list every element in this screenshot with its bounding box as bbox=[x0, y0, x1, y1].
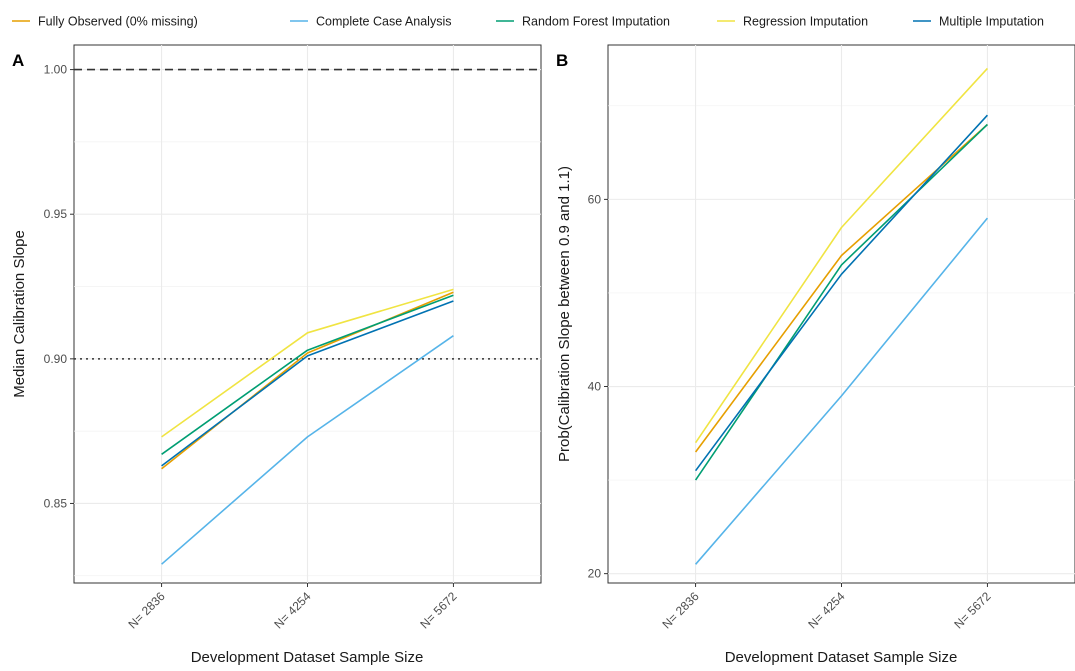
panel-b-x-tick-label: N= 2836 bbox=[659, 589, 701, 631]
legend-item-complete-case-analysis: Complete Case Analysis bbox=[290, 15, 451, 29]
legend-label-fully-observed-0-missing: Fully Observed (0% missing) bbox=[38, 15, 198, 29]
panel-b-y-axis-title: Prob(Calibration Slope between 0.9 and 1… bbox=[556, 166, 573, 462]
panel-a-series-complete-case-analysis bbox=[161, 335, 454, 565]
legend-item-fully-observed-0-missing: Fully Observed (0% missing) bbox=[12, 15, 198, 29]
panel-a-y-tick-label: 0.85 bbox=[44, 496, 68, 510]
panel-a-y-tick-label: 1.00 bbox=[44, 63, 68, 77]
panel-a-x-axis-title: Development Dataset Sample Size bbox=[191, 649, 424, 666]
panel-a-y-axis-title: Median Calibration Slope bbox=[11, 230, 28, 398]
panel-b-y-tick-label: 40 bbox=[588, 380, 602, 394]
panel-a-series-random-forest-imputation bbox=[161, 294, 454, 455]
panel-a-series-regression-imputation bbox=[161, 288, 454, 438]
panel-a-x-tick-label: N= 5672 bbox=[417, 589, 459, 631]
panel-a-series-multiple-imputation bbox=[161, 300, 454, 467]
legend-item-regression-imputation: Regression Imputation bbox=[717, 15, 868, 29]
panel-a-grid bbox=[74, 45, 541, 583]
panel-a: 0.850.900.951.00N= 2836 N= 4254 N= 5672 A … bbox=[11, 44, 542, 666]
panel-b-series-complete-case-analysis bbox=[694, 217, 989, 565]
panel-b-x-axis-title: Development Dataset Sample Size bbox=[725, 649, 958, 666]
panel-a-y-tick-label: 0.90 bbox=[44, 352, 68, 366]
panel-a-y-tick-label: 0.95 bbox=[44, 207, 68, 221]
legend-label-random-forest-imputation: Random Forest Imputation bbox=[522, 15, 670, 29]
legend-label-multiple-imputation: Multiple Imputation bbox=[939, 15, 1044, 29]
panel-b-label: B bbox=[556, 51, 568, 70]
legend-item-random-forest-imputation: Random Forest Imputation bbox=[496, 15, 670, 29]
legend-label-regression-imputation: Regression Imputation bbox=[743, 15, 868, 29]
panel-b-y-tick-label: 20 bbox=[588, 567, 602, 581]
panel-b-y-tick-label: 60 bbox=[588, 192, 602, 206]
legend-item-multiple-imputation: Multiple Imputation bbox=[913, 15, 1044, 29]
panel-b-series-regression-imputation bbox=[694, 67, 988, 444]
panel-b-series bbox=[694, 67, 989, 565]
panel-a-x-tick-label: N= 2836 bbox=[125, 589, 167, 631]
panel-b: 20 40 60 N= 2836 N= 4254 N= 5672 B Developmen… bbox=[556, 44, 1075, 666]
panel-b-series-random-forest-imputation bbox=[694, 123, 988, 481]
legend-label-complete-case-analysis: Complete Case Analysis bbox=[316, 15, 451, 29]
panel-b-grid bbox=[608, 45, 1075, 583]
panel-a-x-tick-label: N= 4254 bbox=[271, 589, 313, 631]
panel-b-series-multiple-imputation bbox=[694, 114, 988, 472]
panel-b-x-tick-label: N= 4254 bbox=[805, 589, 847, 631]
panel-a-label: A bbox=[12, 51, 24, 70]
legend: Fully Observed (0% missing) Complete Case… bbox=[12, 15, 1044, 29]
panel-a-series bbox=[161, 288, 454, 565]
panel-b-x-tick-label: N= 5672 bbox=[951, 589, 993, 631]
